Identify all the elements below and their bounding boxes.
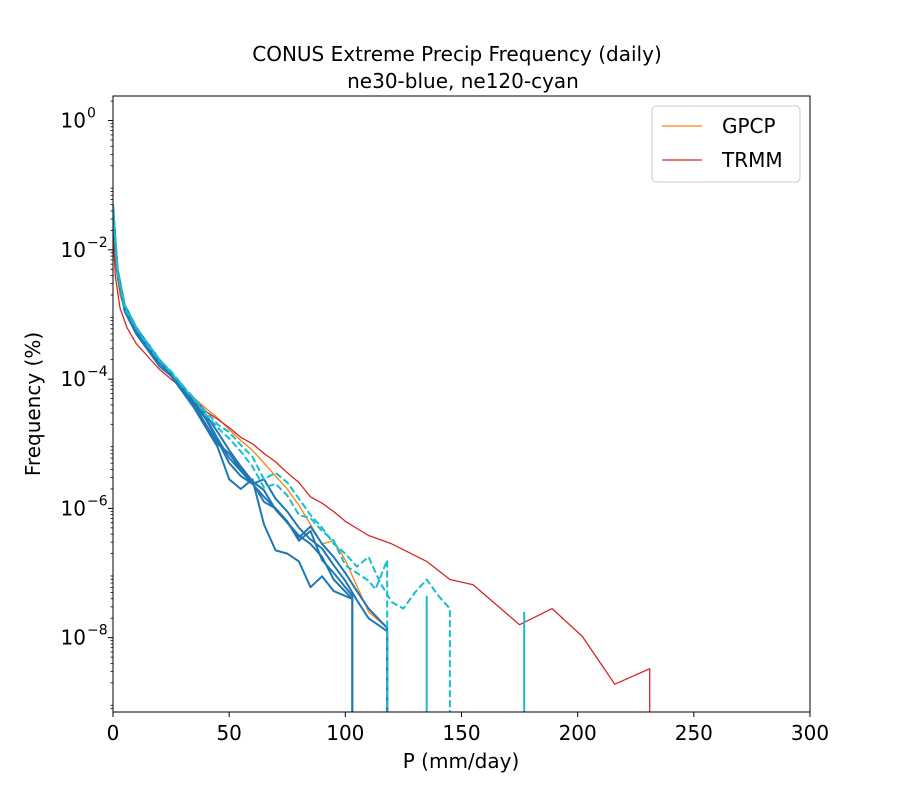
legend-label-gpcp: GPCP — [722, 114, 776, 138]
series-line-model-4 — [113, 217, 353, 600]
chart-title: CONUS Extreme Precip Frequency (daily) — [252, 42, 662, 66]
y-tick-exponent: −8 — [87, 623, 108, 639]
legend-label-trmm: TRMM — [721, 148, 783, 172]
x-tick-label: 50 — [216, 721, 241, 745]
series-line-model-5 — [113, 207, 389, 712]
y-tick-label: 10 — [61, 109, 86, 133]
y-tick-label: 10 — [61, 367, 86, 391]
y-tick-label: 10 — [61, 626, 86, 650]
x-tick-label: 100 — [326, 721, 364, 745]
x-axis-label: P (mm/day) — [403, 749, 520, 773]
series-group — [113, 204, 651, 712]
series-line-model-7 — [113, 204, 451, 712]
legend: GPCP TRMM — [651, 105, 801, 183]
y-tick-exponent: −4 — [87, 364, 108, 380]
x-tick-label: 200 — [559, 721, 597, 745]
y-tick-label: 10 — [61, 496, 86, 520]
legend-box — [651, 105, 801, 183]
series-line-gpcp — [113, 223, 388, 712]
y-tick-label: 10 — [61, 238, 86, 262]
chart-subtitle: ne30-blue, ne120-cyan — [347, 69, 579, 93]
x-tick-label: 0 — [107, 721, 120, 745]
y-axis-label: Frequency (%) — [21, 332, 45, 476]
series-line-model-8 — [113, 211, 389, 712]
y-tick-exponent: 0 — [87, 106, 96, 122]
series-line-trmm — [113, 230, 651, 712]
axes-frame — [112, 95, 811, 713]
x-tick-label: 150 — [442, 721, 480, 745]
x-tick-label: 300 — [791, 721, 829, 745]
y-tick-exponent: −6 — [87, 493, 108, 509]
y-tick-exponent: −2 — [87, 235, 108, 251]
x-tick-label: 250 — [675, 721, 713, 745]
series-line-model-6 — [113, 214, 389, 712]
